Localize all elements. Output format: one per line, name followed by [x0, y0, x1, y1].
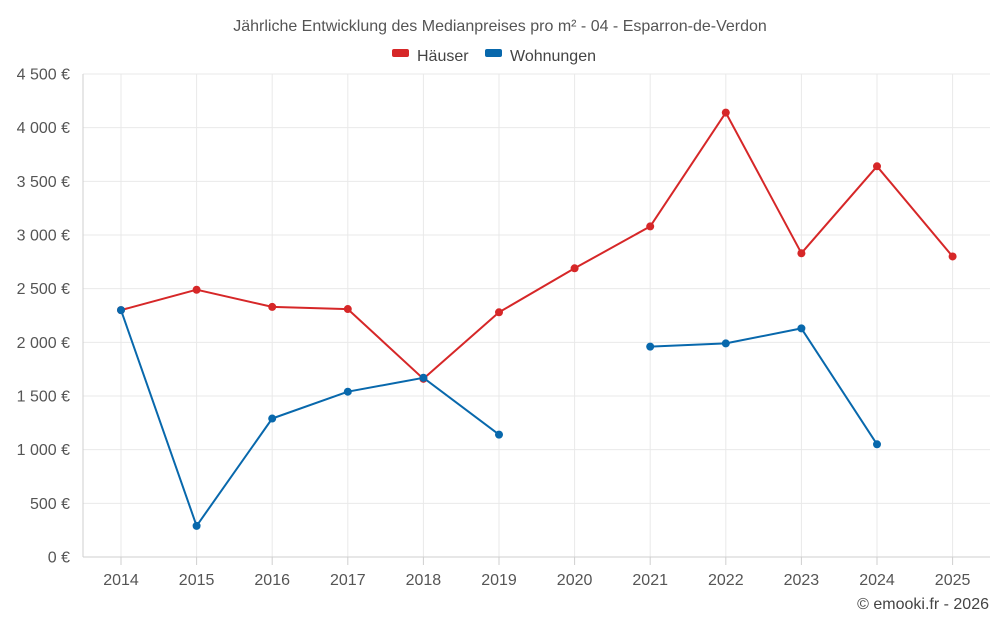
data-point-haeuser[interactable]	[570, 264, 579, 273]
x-tick-label: 2017	[330, 572, 366, 589]
y-tick-label: 3 000 €	[17, 228, 70, 245]
legend-label-haeuser[interactable]: Häuser	[417, 48, 469, 65]
data-point-wohnungen[interactable]	[419, 373, 428, 382]
data-point-wohnungen[interactable]	[721, 339, 730, 348]
x-tick-label: 2015	[179, 572, 215, 589]
series	[117, 108, 957, 530]
y-tick-label: 4 000 €	[17, 120, 70, 137]
data-point-haeuser[interactable]	[646, 222, 655, 231]
data-point-haeuser[interactable]	[343, 305, 352, 314]
data-point-wohnungen[interactable]	[646, 342, 655, 351]
axes: 0 € 500 € 1 000 € 1 500 € 2 000 € 2 500 € 3 00…	[17, 67, 990, 589]
data-point-wohnungen[interactable]	[495, 430, 503, 439]
legend-swatch-wohnungen	[485, 49, 502, 57]
legend-swatch-haeuser	[392, 49, 409, 57]
y-tick-label: 4 500 €	[17, 67, 70, 84]
series-line-wohnungen	[120, 309, 500, 527]
data-point-wohnungen[interactable]	[268, 414, 277, 423]
x-tick-label: 2018	[406, 572, 442, 589]
y-tick-label: 3 500 €	[17, 174, 70, 191]
legend-label-wohnungen[interactable]: Wohnungen	[510, 48, 596, 65]
data-point-haeuser[interactable]	[948, 252, 957, 261]
data-point-haeuser[interactable]	[495, 308, 503, 317]
credit-text[interactable]: © emooki.fr - 2026	[857, 596, 989, 613]
y-tick-label: 2 000 €	[17, 335, 70, 352]
y-tick-label: 500 €	[30, 496, 70, 513]
x-tick-label: 2024	[859, 572, 895, 589]
data-point-haeuser[interactable]	[721, 108, 730, 117]
y-tick-label: 1 000 €	[17, 442, 70, 459]
data-point-wohnungen[interactable]	[797, 324, 806, 333]
x-tick-label: 2016	[254, 572, 290, 589]
x-tick-label: 2014	[103, 572, 139, 589]
x-tick-label: 2022	[708, 572, 744, 589]
data-point-wohnungen[interactable]	[343, 387, 352, 396]
series-line-wohnungen	[650, 327, 878, 445]
legend: Häuser Wohnungen	[392, 48, 596, 65]
data-point-haeuser[interactable]	[268, 302, 277, 311]
data-point-wohnungen[interactable]	[192, 521, 201, 530]
x-tick-label: 2019	[481, 572, 517, 589]
x-tick-label: 2021	[632, 572, 668, 589]
data-point-haeuser[interactable]	[192, 285, 201, 294]
grid	[83, 73, 990, 557]
data-point-haeuser[interactable]	[873, 162, 881, 171]
x-tick-label: 2025	[935, 572, 971, 589]
x-tick-label: 2020	[557, 572, 593, 589]
y-tick-label: 2 500 €	[17, 281, 70, 298]
y-tick-label: 1 500 €	[17, 389, 70, 406]
data-point-haeuser[interactable]	[797, 249, 806, 258]
y-tick-label: 0 €	[48, 550, 70, 567]
data-point-wohnungen[interactable]	[873, 440, 881, 449]
chart-title: Jährliche Entwicklung des Medianpreises …	[233, 18, 767, 35]
x-tick-label: 2023	[784, 572, 820, 589]
data-point-wohnungen[interactable]	[117, 306, 125, 315]
series-line-haeuser	[120, 111, 954, 380]
